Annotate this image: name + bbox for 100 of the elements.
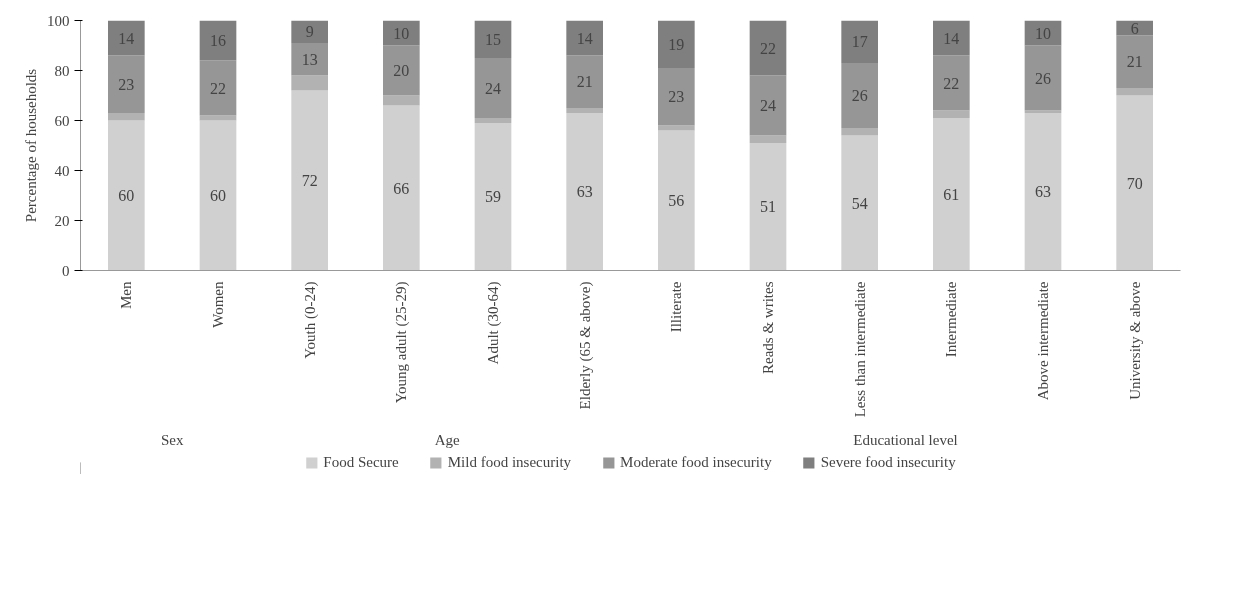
- data-label: 54: [851, 194, 868, 212]
- data-label: 63: [576, 183, 593, 201]
- bar: [566, 108, 603, 113]
- data-label: 14: [118, 29, 135, 47]
- text: Educational level: [853, 431, 958, 448]
- bar: [108, 113, 145, 121]
- y-axis-title: Percentage of households: [23, 68, 39, 223]
- bar: [108, 20, 145, 56]
- data-label: 16: [210, 32, 226, 49]
- data-label: 26: [851, 87, 868, 104]
- bar: [749, 135, 787, 143]
- text: Age: [434, 431, 460, 448]
- bar: [658, 130, 695, 271]
- bar: [199, 20, 237, 61]
- data-label: 22: [210, 79, 226, 97]
- bar: [291, 20, 328, 43]
- data-label: 59: [485, 188, 501, 206]
- bar: [1116, 35, 1153, 88]
- bar: [199, 115, 237, 121]
- bar: [658, 125, 695, 131]
- data-label: 17: [851, 33, 868, 51]
- data-label: 14: [576, 29, 593, 47]
- legend-label: Moderate food insecurity: [620, 453, 772, 471]
- y-tick-label: 20: [54, 212, 70, 229]
- bar: [1116, 88, 1153, 96]
- data-label: 21: [576, 73, 593, 91]
- bar: [199, 120, 237, 271]
- bar: [199, 60, 237, 116]
- data-label: 21: [1126, 53, 1143, 71]
- data-label: 26: [1035, 69, 1051, 87]
- data-label: 60: [210, 187, 226, 204]
- bar: [566, 55, 603, 108]
- bar: [474, 20, 512, 58]
- data-label: 20: [393, 62, 410, 79]
- data-label: 56: [668, 192, 685, 209]
- x-tick-label: Above intermediate: [1035, 281, 1051, 401]
- bar: [291, 43, 328, 76]
- data-label: 70: [1126, 174, 1143, 192]
- text: Sex: [160, 431, 184, 448]
- bar: [474, 118, 512, 123]
- bar: [658, 68, 695, 126]
- legend-label: Mild food insecurity: [447, 453, 572, 471]
- data-label: 9: [305, 23, 314, 41]
- bar: [749, 20, 787, 76]
- data-label: 60: [118, 187, 135, 204]
- bar: [841, 63, 878, 128]
- bar: [291, 75, 328, 91]
- data-label: 23: [118, 75, 135, 93]
- data-label: 61: [943, 185, 960, 203]
- x-tick-label: Youth (0-24): [301, 281, 319, 359]
- bar: [1116, 20, 1153, 36]
- bar: [841, 20, 878, 63]
- data-label: 19: [668, 35, 685, 53]
- bar: [474, 123, 512, 271]
- y-tick-label: 0: [62, 262, 70, 279]
- bar: [108, 55, 145, 113]
- data-label: 22: [760, 39, 776, 57]
- bar: [1116, 95, 1153, 271]
- bar: [658, 20, 695, 68]
- bar: [933, 55, 970, 111]
- data-label: 72: [301, 172, 318, 189]
- x-tick-label: Men: [118, 281, 135, 309]
- data-label: 10: [393, 24, 410, 42]
- bar: [749, 75, 787, 136]
- bar: [566, 113, 603, 271]
- data-label: 10: [1035, 24, 1051, 42]
- bar: [933, 20, 970, 56]
- bar: [383, 105, 420, 271]
- bar: [1024, 113, 1062, 271]
- bar: [383, 45, 420, 96]
- bar: [474, 58, 512, 118]
- bar: [933, 110, 970, 118]
- x-tick-label: University & above: [1126, 281, 1143, 400]
- x-tick-label: Less than intermediate: [851, 281, 868, 418]
- bar: [108, 120, 145, 271]
- legend-label: Severe food insecurity: [820, 453, 956, 471]
- legend-label: Food Secure: [323, 453, 399, 471]
- data-label: 23: [668, 88, 685, 106]
- data-label: 14: [943, 29, 960, 47]
- bar: [383, 20, 420, 46]
- data-label: 24: [760, 97, 776, 114]
- x-tick-label: Intermediate: [943, 281, 960, 358]
- y-tick-label: 100: [47, 12, 70, 29]
- bar: [841, 128, 878, 136]
- y-tick-label: 60: [54, 112, 70, 129]
- bar: [566, 20, 603, 56]
- y-tick-label: 40: [54, 162, 70, 179]
- bar: [383, 95, 420, 106]
- data-label: 15: [485, 30, 501, 48]
- x-tick-label: Young adult (25-29): [393, 281, 411, 404]
- data-label: 66: [393, 179, 410, 197]
- x-tick-label: Women: [210, 281, 226, 328]
- data-label: 51: [760, 198, 776, 216]
- data-label: 24: [485, 79, 501, 97]
- y-tick-label: 80: [54, 62, 70, 79]
- data-label: 6: [1130, 19, 1139, 37]
- x-tick-label: Elderly (65 & above): [576, 281, 594, 410]
- data-label: 63: [1035, 183, 1051, 201]
- x-tick-label: Adult (30-64): [485, 281, 502, 365]
- bar: [1024, 45, 1062, 111]
